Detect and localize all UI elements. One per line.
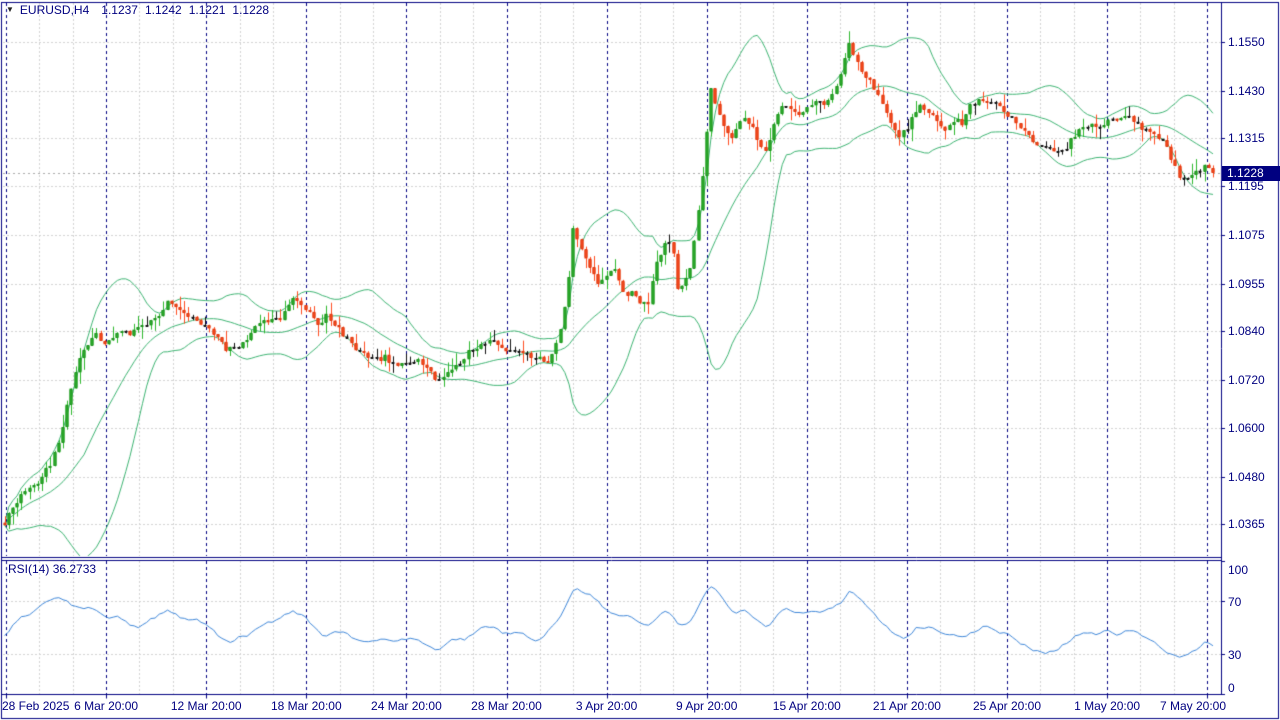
time-tick-label: 25 Apr 20:00 xyxy=(972,699,1042,713)
price-tick-label: 1.0600 xyxy=(1228,421,1265,436)
rsi-tick-label: 100 xyxy=(1228,563,1249,577)
time-tick-label: 21 Apr 20:00 xyxy=(872,699,941,713)
rsi-value: 36.2733 xyxy=(52,562,97,576)
time-tick-label: 3 Apr 20:00 xyxy=(575,699,638,713)
price-tick-label: 1.1075 xyxy=(1228,228,1265,243)
time-tick-label: 9 Apr 20:00 xyxy=(675,699,738,713)
price-tick-label: 1.0480 xyxy=(1228,470,1265,485)
time-tick-label: 1 May 20:00 xyxy=(1074,699,1141,713)
time-tick-label: 28 Mar 20:00 xyxy=(471,699,542,713)
rsi-indicator-label: RSI(14) 36.2733 xyxy=(8,562,96,576)
ohlc-low: 1.1221 xyxy=(188,3,226,17)
current-price-value: 1.1228 xyxy=(1227,166,1264,180)
time-tick-label: 15 Apr 20:00 xyxy=(772,699,841,713)
symbol-period-label: EURUSD,H4 xyxy=(19,3,90,17)
time-tick-label: 12 Mar 20:00 xyxy=(170,699,242,713)
ohlc-high: 1.1242 xyxy=(144,3,182,17)
ohlc-close: 1.1228 xyxy=(232,3,270,17)
price-tick-label: 1.0840 xyxy=(1228,323,1265,338)
time-tick-label: 6 Mar 20:00 xyxy=(74,699,139,713)
time-tick-label: 18 Mar 20:00 xyxy=(270,699,342,713)
ohlc-open: 1.1237 xyxy=(101,3,138,17)
price-tick-label: 1.0955 xyxy=(1228,276,1265,291)
rsi-name: RSI(14) xyxy=(8,562,50,576)
price-tick-label: 1.0720 xyxy=(1228,372,1265,387)
rsi-tick-label: 30 xyxy=(1228,648,1242,663)
price-tick-label: 1.1195 xyxy=(1228,179,1264,194)
time-tick-label: 24 Mar 20:00 xyxy=(371,699,442,713)
chart-title: ▼ EURUSD,H4 1.1237 1.1242 1.1221 1.1228 xyxy=(6,3,276,17)
price-tick-label: 1.1315 xyxy=(1228,130,1265,145)
current-price-tag: 1.1228 xyxy=(1222,166,1280,181)
time-tick-label: 28 Feb 2025 xyxy=(2,699,70,713)
rsi-tick-label: 70 xyxy=(1228,594,1242,609)
price-tick-label: 1.1430 xyxy=(1228,83,1265,98)
rsi-tick-label: 0 xyxy=(1228,681,1235,695)
price-tick-label: 1.1550 xyxy=(1228,35,1265,50)
time-tick-label: 7 May 20:00 xyxy=(1159,699,1226,713)
chart-shift-icon: ▼ xyxy=(6,5,14,14)
price-tick-label: 1.0365 xyxy=(1228,516,1265,531)
